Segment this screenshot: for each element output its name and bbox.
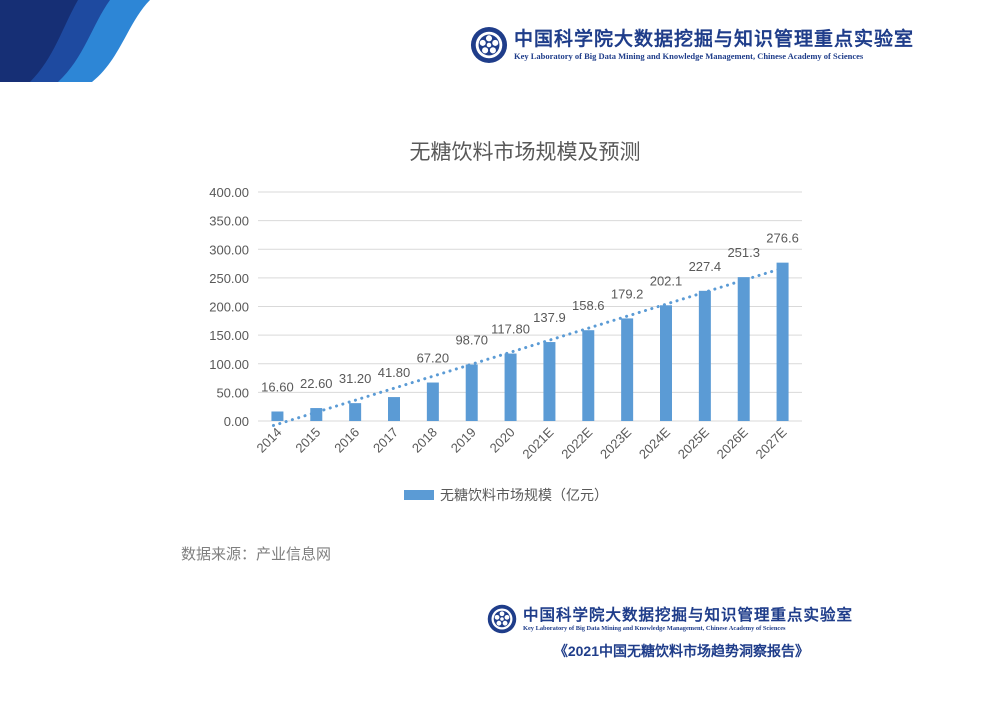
bar (388, 397, 400, 421)
data-label: 276.6 (766, 231, 799, 246)
cas-seal-icon (470, 26, 508, 64)
bar (349, 403, 362, 421)
x-tick-label: 2027E (753, 424, 790, 461)
trendline (271, 265, 789, 427)
data-label: 98.70 (455, 332, 488, 347)
y-tick-label: 50.00 (216, 385, 249, 400)
x-tick-label: 2021E (519, 424, 556, 461)
bar (504, 353, 517, 421)
data-label: 117.80 (491, 322, 530, 337)
chart-legend: 无糖饮料市场规模（亿元） (404, 487, 608, 503)
bar (310, 408, 323, 421)
header-logo: 中国科学院大数据挖掘与知识管理重点实验室 Key Laboratory of B… (470, 26, 914, 64)
y-tick-label: 100.00 (209, 357, 249, 372)
legend-label: 无糖饮料市场规模（亿元） (440, 487, 608, 503)
data-label: 202.1 (650, 273, 683, 288)
legend-swatch (404, 490, 434, 500)
x-tick-label: 2015 (292, 425, 323, 456)
footer-logo: 中国科学院大数据挖掘与知识管理重点实验室 Key Laboratory of B… (487, 604, 853, 634)
org-name-cn: 中国科学院大数据挖掘与知识管理重点实验室 (514, 28, 915, 50)
bar-chart: 0.00 50.00 100.00 150.00 200.00 250.00 300.00 3… (209, 185, 802, 503)
chart-bars (271, 262, 789, 421)
x-tick-label: 2018 (409, 425, 440, 456)
bar (271, 411, 284, 421)
y-tick-label: 150.00 (209, 328, 249, 343)
data-label: 16.60 (261, 379, 294, 394)
y-tick-label: 300.00 (209, 242, 249, 257)
y-axis-labels: 0.00 50.00 100.00 150.00 200.00 250.00 300.00 3… (209, 185, 249, 429)
data-label: 179.2 (611, 286, 644, 301)
data-label: 67.20 (417, 351, 450, 366)
y-tick-label: 350.00 (209, 214, 249, 229)
data-label: 137.9 (533, 310, 566, 325)
bar (582, 330, 595, 421)
data-label: 22.60 (300, 376, 333, 391)
x-tick-label: 2019 (448, 425, 479, 456)
data-source-note: 数据来源：产业信息网 (181, 546, 332, 563)
bar (660, 305, 672, 421)
x-tick-label: 2022E (558, 424, 595, 461)
data-label: 158.6 (572, 298, 605, 313)
report-title: 《2021中国无糖饮料市场趋势洞察报告》 (553, 643, 809, 659)
y-tick-label: 200.00 (209, 300, 249, 315)
bar (465, 364, 478, 421)
y-tick-label: 400.00 (209, 185, 249, 200)
data-label: 227.4 (689, 259, 722, 274)
bar (621, 318, 634, 421)
bar (776, 262, 789, 421)
corner-decoration (0, 0, 150, 82)
chart-title: 无糖饮料市场规模及预测 (409, 141, 641, 164)
bar (737, 277, 750, 421)
x-tick-label: 2024E (636, 424, 673, 461)
cas-seal-icon (487, 604, 517, 634)
chart-grid (258, 191, 802, 422)
bar (543, 342, 556, 421)
x-tick-label: 2014 (253, 425, 284, 456)
chart-trendline (271, 265, 789, 427)
x-tick-label: 2023E (597, 424, 634, 461)
data-label: 31.20 (339, 371, 372, 386)
x-tick-label: 2026E (714, 424, 751, 461)
x-tick-label: 2016 (331, 425, 362, 456)
x-tick-label: 2017 (370, 425, 401, 456)
org-name-en: Key Laboratory of Big Data Mining and Kn… (523, 625, 786, 632)
x-tick-label: 2025E (675, 424, 712, 461)
y-tick-label: 250.00 (209, 271, 249, 286)
data-label: 251.3 (727, 245, 760, 260)
org-name-en: Key Laboratory of Big Data Mining and Kn… (514, 51, 864, 61)
bar (698, 290, 711, 421)
y-tick-label: 0.00 (224, 414, 249, 429)
x-tick-label: 2020 (487, 425, 518, 456)
data-label: 41.80 (378, 365, 411, 380)
data-labels: 16.60 22.60 31.20 41.80 67.20 98.70117.80137.… (261, 231, 799, 395)
x-axis-labels: 2014 2015 2016 2017 2018 2019 2020 2021E 2022E 20… (253, 424, 789, 461)
bar (426, 382, 439, 421)
org-name-cn: 中国科学院大数据挖掘与知识管理重点实验室 (523, 605, 854, 624)
